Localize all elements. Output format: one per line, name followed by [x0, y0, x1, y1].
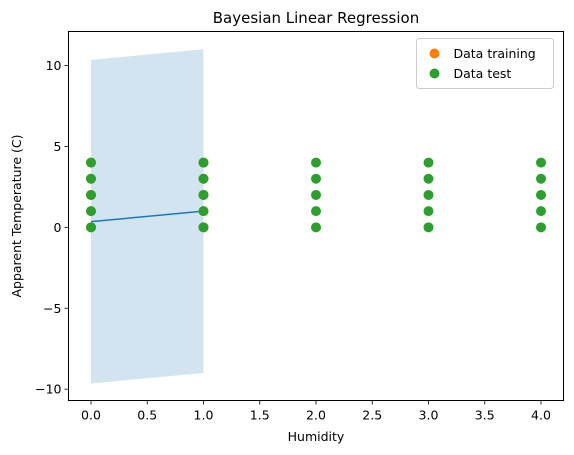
x-tick-label: 1.0 [194, 408, 214, 423]
data-point [536, 173, 546, 184]
y-tick-label: −10 [35, 382, 61, 397]
series-data-test [86, 157, 546, 233]
x-tick-label: 2.5 [362, 408, 382, 423]
data-point [423, 157, 434, 168]
x-tick-label: 2.0 [306, 408, 326, 423]
legend-marker [429, 48, 440, 59]
y-tick-label: 0 [54, 220, 62, 235]
x-tick-label: 3.0 [419, 408, 439, 423]
data-point [536, 206, 546, 217]
data-point [423, 206, 434, 217]
x-tick-label: 0.0 [81, 408, 101, 423]
data-point [311, 157, 321, 168]
legend: Data training Data test [416, 38, 554, 89]
data-point [311, 173, 321, 184]
legend-marker [429, 68, 440, 79]
y-tick-label: −5 [43, 301, 61, 316]
data-point [423, 222, 434, 233]
x-axis-label: Humidity [288, 429, 345, 444]
legend-label: Data test [454, 66, 512, 81]
data-point [423, 189, 434, 200]
data-point [86, 206, 96, 217]
data-point [198, 206, 209, 217]
data-point [536, 157, 546, 168]
data-point [198, 157, 209, 168]
data-point [311, 206, 321, 217]
data-point [86, 173, 96, 184]
data-point [86, 222, 96, 233]
data-point [536, 222, 546, 233]
data-point [198, 173, 209, 184]
data-point [311, 189, 321, 200]
data-point [86, 189, 96, 200]
x-tick-label: 0.5 [137, 408, 157, 423]
data-point [536, 189, 546, 200]
legend-label: Data training [454, 46, 536, 61]
data-point [198, 189, 209, 200]
data-point [423, 173, 434, 184]
y-tick-label: 10 [46, 58, 62, 73]
legend-frame [416, 38, 554, 89]
data-point [311, 222, 321, 233]
data-point [198, 222, 209, 233]
x-tick-label: 4.0 [531, 408, 551, 423]
x-tick-label: 1.5 [250, 408, 270, 423]
data-point [86, 157, 96, 168]
regression-line [90, 210, 204, 223]
y-axis-label: Apparent Temperature (C) [9, 134, 24, 297]
x-tick-label: 3.5 [475, 408, 495, 423]
y-axis-ticks: −10 −5 0 5 10 [35, 58, 69, 397]
chart-title: Bayesian Linear Regression [213, 9, 419, 27]
y-tick-label: 5 [54, 139, 62, 154]
plot-area [86, 49, 546, 384]
x-axis-ticks: 0.0 0.5 1.0 1.5 2.0 2.5 3.0 3.5 4.0 [81, 400, 551, 423]
